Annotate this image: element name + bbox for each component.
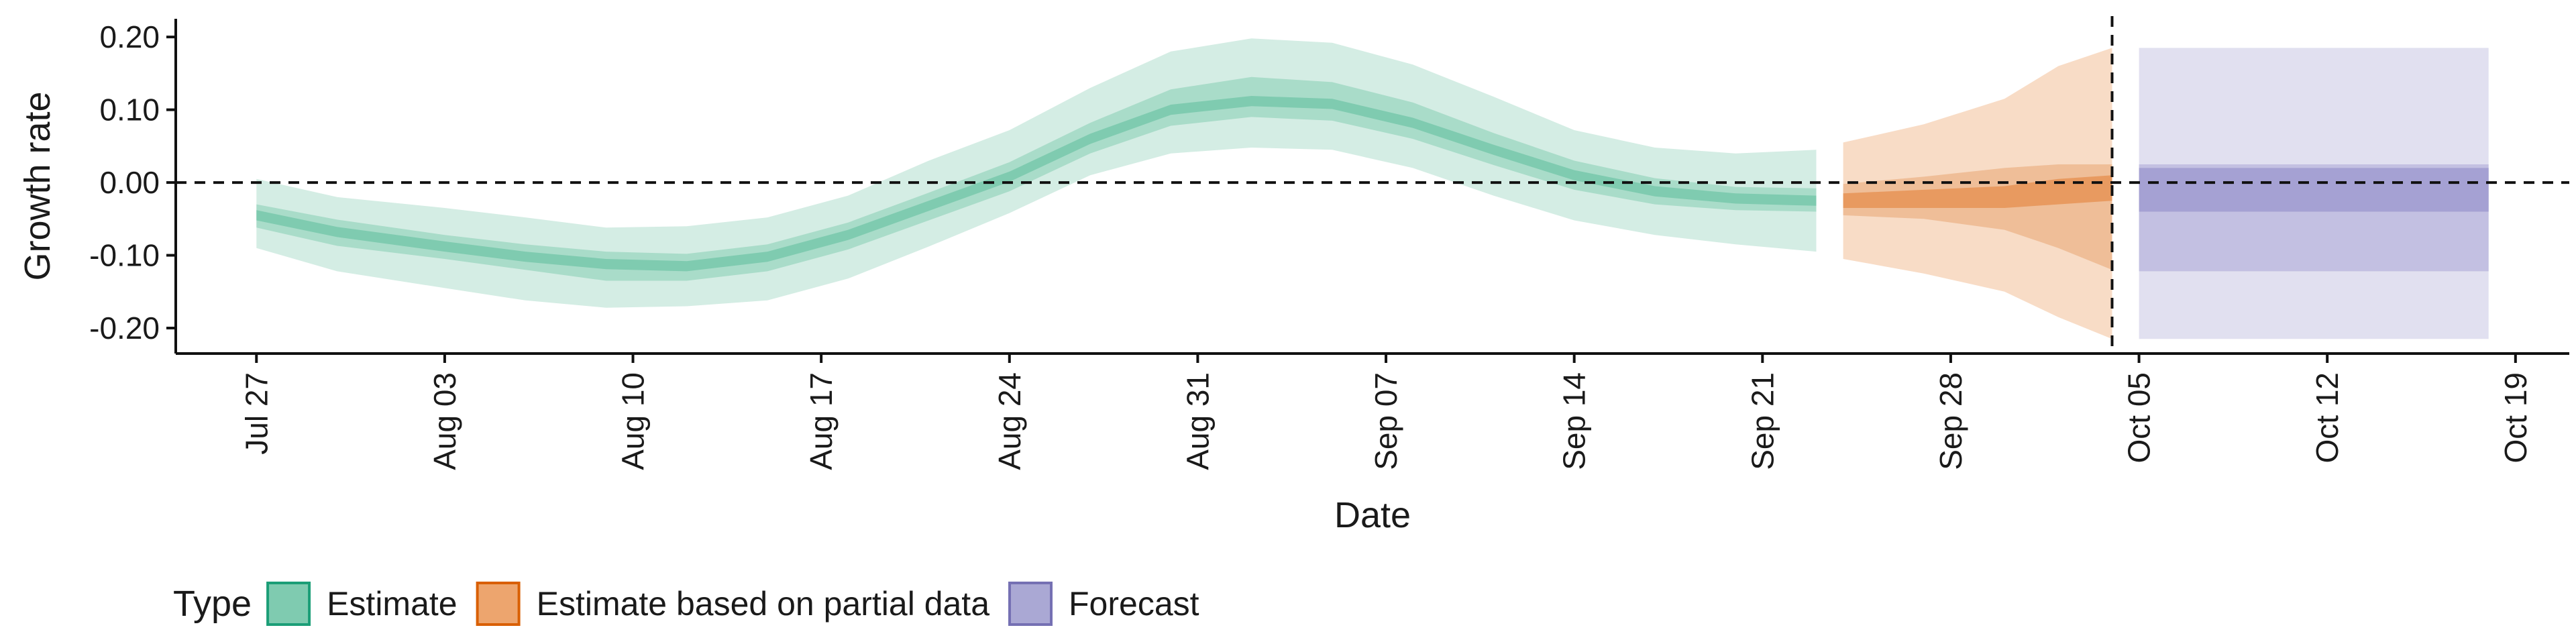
x-tick-label: Sep 21 <box>1745 372 1780 470</box>
axes: -0.20 -0.10 0.00 0.10 0.20 Jul 27 Aug 03 Aug 10… <box>17 19 2569 535</box>
x-tick-label: Aug 17 <box>804 372 839 470</box>
x-tick-label: Jul 27 <box>239 372 274 455</box>
legend-key-swatch <box>1008 582 1053 626</box>
x-tick-label: Aug 03 <box>427 372 462 470</box>
reference-lines <box>176 16 2569 354</box>
legend-entry-label: Forecast <box>1069 585 1199 623</box>
ribbon-bands <box>256 38 2489 339</box>
x-tick-label: Sep 28 <box>1933 372 1968 470</box>
x-tick-label: Oct 19 <box>2498 372 2533 464</box>
x-tick-label: Sep 14 <box>1557 372 1592 470</box>
x-tick-label: Sep 07 <box>1368 372 1403 470</box>
legend: Type Estimate Estimate based on partial da… <box>173 582 1199 626</box>
legend-entry-label: Estimate <box>327 585 458 623</box>
y-tick-label: 0.00 <box>99 165 160 200</box>
y-tick-label: -0.10 <box>89 238 160 273</box>
legend-key-swatch <box>476 582 521 626</box>
y-tick-label: 0.10 <box>99 93 160 127</box>
legend-key-swatch <box>266 582 311 626</box>
x-tick-label: Aug 10 <box>616 372 651 470</box>
x-axis-title: Date <box>1334 495 1411 535</box>
x-tick-label: Oct 05 <box>2122 372 2157 464</box>
legend-title: Type <box>173 584 252 624</box>
forecast-band-20 <box>2139 168 2489 212</box>
x-tick-label: Aug 31 <box>1180 372 1215 470</box>
y-tick-label: -0.20 <box>89 311 160 345</box>
x-tick-label: Oct 12 <box>2310 372 2345 464</box>
legend-entry-label: Estimate based on partial data <box>537 585 990 623</box>
y-axis-title: Growth rate <box>17 91 58 280</box>
x-tick-label: Aug 24 <box>992 372 1027 470</box>
y-tick-label: 0.20 <box>99 19 160 54</box>
